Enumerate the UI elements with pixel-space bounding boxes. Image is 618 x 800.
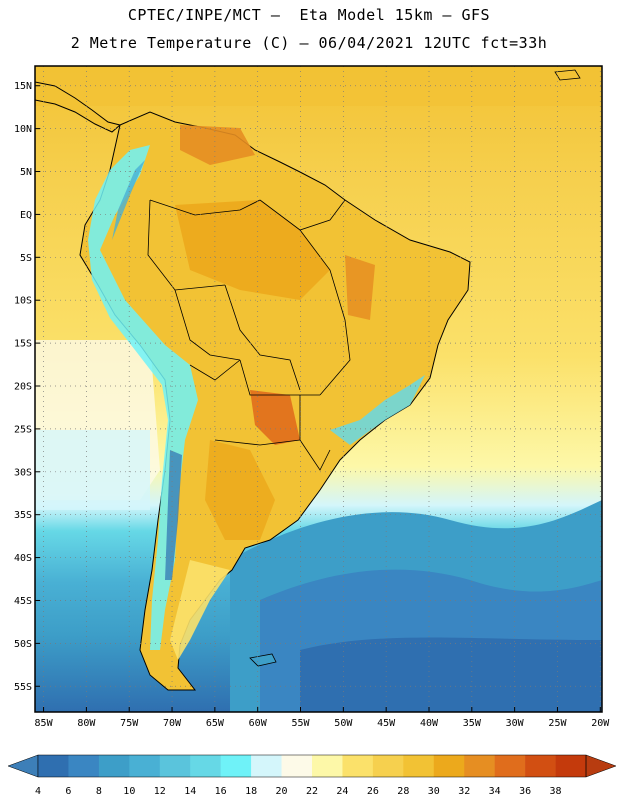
lon-label: 20W	[591, 718, 610, 729]
lon-label: 55W	[291, 718, 310, 729]
colorbar-swatch	[372, 755, 404, 777]
colorbar-label: 38	[550, 786, 562, 797]
southeast-brazil-cool	[330, 375, 425, 445]
lon-label: 70W	[163, 718, 182, 729]
lon-label: 45W	[377, 718, 396, 729]
colorbar-label: 28	[397, 786, 409, 797]
colorbar-label: 30	[428, 786, 440, 797]
colorbar-high-arrow	[585, 754, 617, 778]
colorbar-swatch	[555, 755, 587, 777]
colorbar-label: 34	[489, 786, 501, 797]
amazon-warm-zone	[175, 200, 330, 300]
lon-label: 75W	[120, 718, 139, 729]
lat-label: 45S	[14, 596, 32, 607]
map-title: CPTEC/INPE/MCT – Eta Model 15km – GFS	[127, 6, 491, 24]
lat-label: 5N	[20, 167, 32, 178]
venezuela-hot-zone	[180, 125, 255, 165]
colorbar-low-arrow	[7, 754, 39, 778]
lon-label: 40W	[420, 718, 439, 729]
colorbar-label: 18	[245, 786, 257, 797]
lon-label: 30W	[506, 718, 525, 729]
axis-ticks	[35, 85, 601, 712]
colorbar-swatch	[251, 755, 282, 777]
lat-label: EQ	[20, 210, 32, 221]
colorbar-swatch	[403, 755, 435, 777]
lon-label: 50W	[334, 718, 353, 729]
lon-label: 85W	[35, 718, 54, 729]
pacific-cool-patch	[35, 430, 150, 510]
lat-label: 15N	[14, 81, 32, 92]
colorbar-swatch	[129, 755, 161, 777]
map-frame	[34, 65, 603, 713]
colorbar-swatch	[98, 755, 130, 777]
colorbar-swatch	[312, 755, 343, 777]
lat-label: 50S	[14, 639, 32, 650]
lat-label: 35S	[14, 510, 32, 521]
lat-label: 40S	[14, 553, 32, 564]
lon-label: 80W	[77, 718, 96, 729]
lon-label: 60W	[249, 718, 268, 729]
colorbar-label: 14	[184, 786, 196, 797]
colorbar-label: 22	[306, 786, 318, 797]
central-america-land	[35, 81, 122, 133]
colorbar-swatch	[494, 755, 526, 777]
lat-label: 25S	[14, 424, 32, 435]
colorbar-label: 10	[123, 786, 135, 797]
lat-label: 30S	[14, 467, 32, 478]
colorbar-label: 4	[35, 786, 41, 797]
colorbar-swatch	[525, 755, 556, 777]
colorbar-swatch	[159, 755, 191, 777]
colorbar-swatch	[38, 755, 69, 777]
colorbar-label: 12	[154, 786, 166, 797]
colorbar-swatch	[281, 755, 313, 777]
latitude-labels: 15N 10N 5N EQ 5S 10S 15S 20S 25S 30S 35S 40S 45S 50S 5…	[14, 81, 32, 693]
lat-label: 20S	[14, 381, 32, 392]
colorbar-label: 20	[276, 786, 288, 797]
colorbar-swatch	[190, 755, 221, 777]
argentina-warm-zone	[205, 440, 275, 540]
lat-label: 10N	[14, 124, 32, 135]
atlantic-coldest-zone	[300, 637, 602, 712]
paraguay-hot-zone	[250, 390, 300, 445]
temperature-colorbar: 4 6 8 10 12 14 16 18 20 22 24 26 28 30 32 34 36 38	[7, 754, 617, 797]
patagonia-mild	[170, 560, 230, 660]
colorbar-label: 36	[519, 786, 531, 797]
colorbar-swatch	[342, 755, 374, 777]
colorbar-swatch	[433, 755, 465, 777]
lon-label: 65W	[206, 718, 225, 729]
colorbar-label: 24	[336, 786, 348, 797]
map-subtitle: 2 Metre Temperature (C) – 06/04/2021 12U…	[70, 34, 548, 52]
lat-label: 5S	[20, 253, 32, 264]
colorbar-frame	[37, 754, 587, 778]
colorbar-label: 32	[458, 786, 470, 797]
lon-label: 35W	[463, 718, 482, 729]
lat-label: 15S	[14, 339, 32, 350]
lon-label: 25W	[548, 718, 567, 729]
colorbar-label: 16	[215, 786, 227, 797]
longitude-labels: 85W 80W 75W 70W 65W 60W 55W 50W 45W 40W 35W 30W 25W 2…	[35, 718, 611, 729]
colorbar-swatch	[68, 755, 100, 777]
southern-andes-core	[165, 450, 182, 580]
lat-label: 10S	[14, 296, 32, 307]
map-field	[35, 66, 602, 712]
country-borders	[147, 199, 351, 471]
colorbar-label: 26	[367, 786, 379, 797]
colorbar-label: 8	[96, 786, 102, 797]
falkland-islands	[249, 653, 277, 667]
caribbean-islands	[554, 69, 581, 81]
colorbar-swatch	[464, 755, 495, 777]
colorbar-swatch	[220, 755, 252, 777]
lat-label: 55S	[14, 682, 32, 693]
colorbar-label: 6	[65, 786, 71, 797]
nordeste-hot-zone	[345, 255, 375, 320]
